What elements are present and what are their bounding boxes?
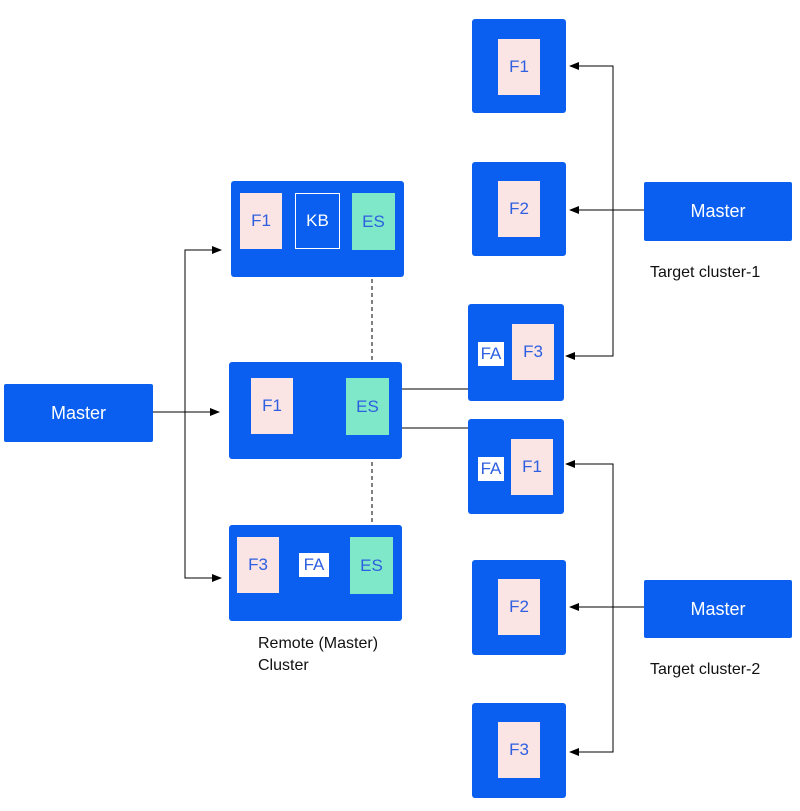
target2-node-f3[interactable]: F3 xyxy=(472,703,566,798)
remote-cluster-caption-line1: Remote (Master) xyxy=(258,635,379,652)
target2-node-f2[interactable]: F2 xyxy=(472,560,566,655)
link-target2-master-to-f1 xyxy=(565,460,614,607)
remote-node-2-chip-f1: F1 xyxy=(251,378,293,434)
target2-caption: Target cluster-2 xyxy=(650,661,761,678)
link-target2-master-to-f3 xyxy=(569,607,614,756)
target2-node-f1-chip-fa: FA xyxy=(478,457,504,481)
target1-master-label: Master xyxy=(690,201,746,221)
target1-node-f2[interactable]: F2 xyxy=(472,162,566,256)
link-target1-master-to-f1 xyxy=(569,62,614,210)
left-master-label: Master xyxy=(50,402,106,423)
target1-node-f3-chip-fa: FA xyxy=(478,342,504,366)
target2-node-f3-chip: F3 xyxy=(498,722,540,778)
target2-node-f1-chip-f1: F1 xyxy=(511,439,553,495)
link-target1-master-to-f3 xyxy=(565,210,614,360)
target1-node-f1-chip: F1 xyxy=(498,39,540,95)
target2-master-node[interactable]: Master xyxy=(644,580,792,638)
remote-node-2[interactable]: F1 ES xyxy=(229,362,402,459)
target1-master-node[interactable]: Master xyxy=(644,182,792,241)
link-master-to-remote-node3 xyxy=(184,412,222,582)
link-master-to-remote-node1 xyxy=(184,246,222,412)
left-master-node[interactable]: Master xyxy=(4,384,153,442)
remote-node-3-chip-fa: FA xyxy=(299,553,329,577)
target2-node-f2-chip: F2 xyxy=(498,579,540,635)
target2-master-label: Master xyxy=(690,598,746,619)
remote-node-3-chip-f3: F3 xyxy=(237,537,279,593)
target1-node-f1[interactable]: F1 xyxy=(472,19,566,113)
remote-cluster-caption-line2: Cluster xyxy=(258,657,309,674)
remote-node-3[interactable]: F3 FA ES xyxy=(229,525,402,621)
remote-node-2-chip-es: ES xyxy=(346,378,389,435)
target1-node-f3-chip-f3: F3 xyxy=(512,324,554,380)
target1-node-f2-chip: F2 xyxy=(498,181,540,237)
remote-cluster-caption: Remote (Master) Cluster xyxy=(258,633,378,677)
remote-node-1-chip-es: ES xyxy=(352,193,395,250)
target1-node-f3[interactable]: FA F3 xyxy=(468,304,564,401)
remote-node-1-chip-kb: KB xyxy=(295,193,340,249)
remote-node-3-chip-es: ES xyxy=(350,537,393,594)
remote-node-1-chip-f1: F1 xyxy=(240,193,282,249)
target2-node-f1[interactable]: FA F1 xyxy=(468,419,564,514)
target1-caption: Target cluster-1 xyxy=(650,264,761,281)
remote-node-1[interactable]: F1 KB ES xyxy=(231,181,404,277)
